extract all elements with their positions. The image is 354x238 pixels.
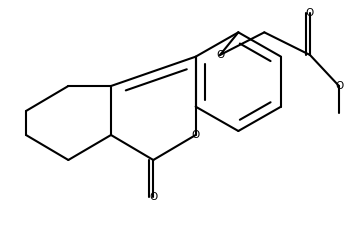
Text: O: O — [192, 130, 200, 140]
Text: O: O — [306, 8, 314, 18]
Text: O: O — [216, 50, 224, 60]
Text: O: O — [335, 81, 343, 91]
Text: O: O — [149, 192, 158, 202]
